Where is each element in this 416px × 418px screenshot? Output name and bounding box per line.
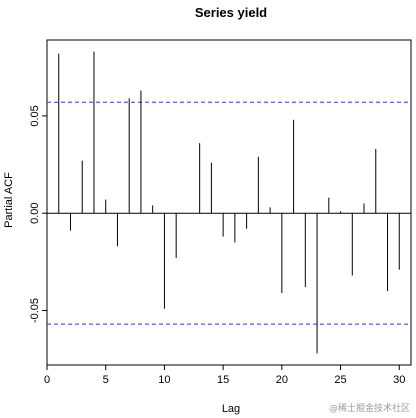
x-tick-label-30: 30 <box>393 374 405 386</box>
y-axis: -0.05 0.00 0.05 <box>29 105 48 323</box>
x-tick-label-10: 10 <box>158 374 170 386</box>
pacf-bars <box>58 51 400 354</box>
watermark: @稀土掘金技术社区 <box>328 404 410 414</box>
y-tick-label-2: 0.05 <box>29 105 41 126</box>
x-axis: 0 5 10 15 20 25 30 <box>44 364 405 386</box>
y-tick-label-0: -0.05 <box>29 298 41 323</box>
y-axis-label: Partial ACF <box>3 172 15 228</box>
x-axis-label: Lag <box>222 403 240 415</box>
x-tick-label-25: 25 <box>334 374 346 386</box>
x-tick-label-0: 0 <box>44 374 50 386</box>
x-tick-label-15: 15 <box>217 374 229 386</box>
x-tick-label-20: 20 <box>276 374 288 386</box>
plot-frame <box>46 39 412 366</box>
chart-title: Series yield <box>195 5 267 20</box>
x-tick-label-5: 5 <box>103 374 109 386</box>
y-tick-label-1: 0.00 <box>29 202 41 223</box>
